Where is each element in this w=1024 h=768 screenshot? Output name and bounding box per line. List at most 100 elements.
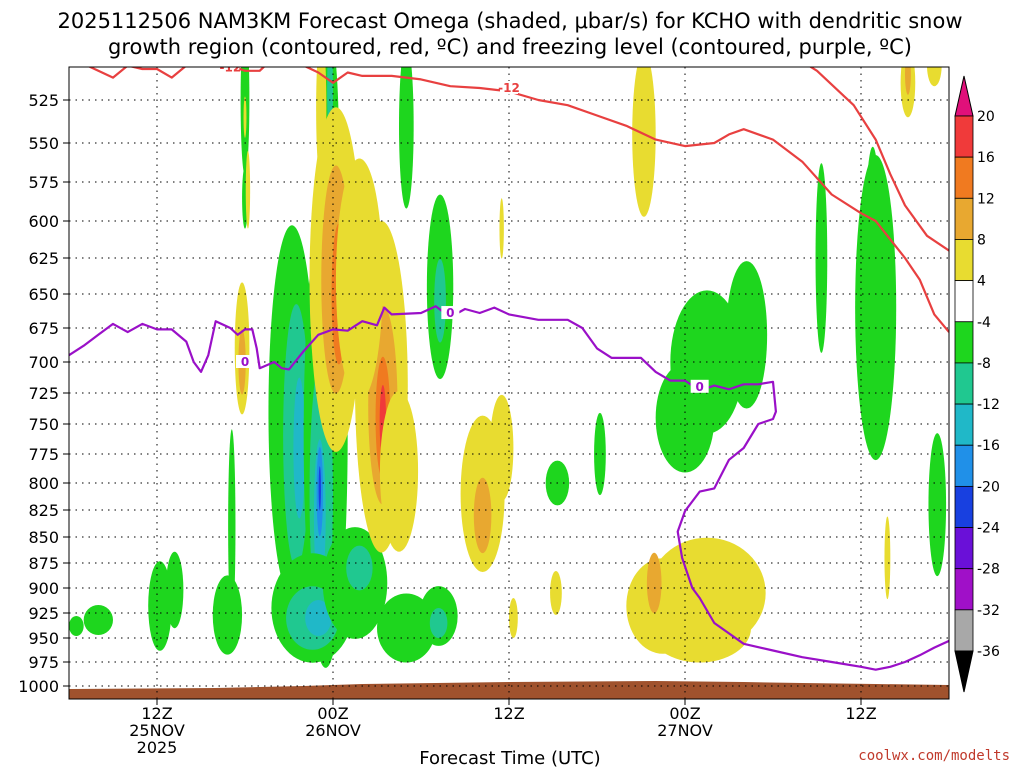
omega-blob-1 bbox=[83, 605, 114, 635]
colorbar-label-9: -20 bbox=[977, 479, 1000, 495]
y-tick-label-650: 650 bbox=[28, 285, 59, 304]
colorbar-bin-0 bbox=[954, 115, 974, 158]
omega-blob-58 bbox=[550, 571, 562, 615]
x-tick-label-6-2: 2025 bbox=[137, 738, 178, 757]
x-tick-label-42-1: 27NOV bbox=[657, 721, 713, 740]
colorbar-bottom-arrow bbox=[954, 650, 974, 693]
contour-label-bg-3 bbox=[441, 306, 460, 320]
y-tick-label-775: 775 bbox=[28, 445, 59, 464]
colorbar-label-6: -8 bbox=[977, 356, 991, 372]
omega-blob-30 bbox=[594, 412, 606, 496]
contour-label-bg-0 bbox=[221, 67, 240, 74]
y-tick-label-575: 575 bbox=[28, 173, 59, 192]
colorbar-bin-4 bbox=[954, 280, 974, 323]
y-tick-label-950: 950 bbox=[28, 629, 59, 648]
y-tick-label-850: 850 bbox=[28, 528, 59, 547]
omega-blob-33 bbox=[726, 261, 768, 409]
chart-title-line-2: growth region (contoured, red, ºC) and f… bbox=[108, 35, 912, 59]
contour-label-bg-4 bbox=[690, 379, 709, 393]
terrain bbox=[69, 681, 949, 699]
contour-label-0: -12 bbox=[219, 60, 241, 74]
contour-label-4: 0 bbox=[695, 380, 703, 394]
colorbar-bin-7 bbox=[954, 403, 974, 446]
colorbar-bin-5 bbox=[954, 321, 974, 364]
colorbar-label-8: -16 bbox=[977, 438, 1000, 454]
contour-label-1: -12 bbox=[498, 81, 520, 95]
colorbar-label-4: 4 bbox=[977, 274, 986, 290]
omega-blob-10 bbox=[293, 377, 306, 519]
contour-label-bg-2 bbox=[236, 355, 254, 368]
omega-blob-26 bbox=[399, 67, 414, 209]
colorbar-label-13: -36 bbox=[977, 644, 1000, 660]
colorbar: 20 16 12 8 4 -4 -8 -12 -16 -20 -24 -28 -32 -36 bbox=[954, 75, 1000, 693]
y-tick-label-900: 900 bbox=[28, 579, 59, 598]
colorbar-label-7: -12 bbox=[977, 397, 1000, 413]
y-tick-label-975: 975 bbox=[28, 653, 59, 672]
omega-blob-18 bbox=[305, 600, 332, 636]
colorbar-bin-1 bbox=[954, 156, 974, 199]
credit-text[interactable]: coolwx.com/modelts bbox=[858, 748, 1010, 764]
omega-blob-51 bbox=[379, 391, 419, 552]
omega-blob-63 bbox=[646, 552, 662, 614]
y-tick-label-1000: 1000 bbox=[18, 677, 59, 696]
y-axis: 525 550 575 600 625 650 675 700 725 750 775 800 825 8… bbox=[18, 91, 69, 696]
omega-blob-59 bbox=[632, 67, 656, 217]
contour-freezing-level bbox=[69, 305, 949, 671]
omega-blob-56 bbox=[499, 198, 504, 259]
y-tick-label-750: 750 bbox=[28, 415, 59, 434]
plot-area: -12 -12 0 0 0 bbox=[69, 60, 949, 699]
omega-shading bbox=[69, 67, 947, 668]
colorbar-label-0: 20 bbox=[977, 109, 995, 125]
colorbar-label-1: 16 bbox=[977, 150, 995, 166]
colorbar-label-11: -28 bbox=[977, 562, 1000, 578]
grid bbox=[69, 67, 949, 699]
omega-blob-15 bbox=[318, 466, 321, 511]
x-tick-label-42-0: 00Z bbox=[669, 704, 700, 723]
chart-title-line-1: 2025112506 NAM3KM Forecast Omega (shaded… bbox=[57, 9, 962, 33]
contour-label-bg-1 bbox=[500, 80, 518, 94]
omega-blob-3 bbox=[165, 551, 184, 629]
omega-blob-0 bbox=[69, 616, 84, 636]
omega-blob-64 bbox=[641, 67, 650, 100]
omega-blob-20 bbox=[346, 545, 373, 591]
omega-blob-54 bbox=[473, 477, 492, 554]
colorbar-bin-2 bbox=[954, 197, 974, 240]
omega-blob-37 bbox=[865, 146, 881, 325]
colorbar-bin-10 bbox=[954, 527, 974, 570]
x-tick-label-6-1: 25NOV bbox=[129, 721, 185, 740]
contour-dgz-minus12 bbox=[87, 67, 949, 333]
contour-label-2: 0 bbox=[241, 355, 249, 369]
colorbar-bin-6 bbox=[954, 362, 974, 405]
contour-label-3: 0 bbox=[446, 306, 454, 320]
x-tick-label-6-0: 12Z bbox=[141, 704, 172, 723]
omega-blob-66 bbox=[905, 67, 911, 95]
y-tick-label-700: 700 bbox=[28, 353, 59, 372]
y-tick-label-675: 675 bbox=[28, 319, 59, 338]
omega-blob-39 bbox=[243, 96, 247, 138]
omega-blob-62 bbox=[648, 593, 752, 663]
y-tick-label-550: 550 bbox=[28, 134, 59, 153]
colorbar-label-10: -24 bbox=[977, 521, 1000, 537]
colorbar-label-5: -4 bbox=[977, 315, 991, 331]
omega-blob-67 bbox=[927, 67, 942, 87]
terrain-surface bbox=[69, 681, 949, 699]
colorbar-label-2: 12 bbox=[977, 191, 995, 207]
y-tick-label-600: 600 bbox=[28, 212, 59, 231]
omega-blob-5 bbox=[228, 429, 236, 624]
x-axis-label: Forecast Time (UTC) bbox=[419, 748, 600, 768]
colorbar-bin-9 bbox=[954, 485, 974, 528]
colorbar-top-arrow bbox=[954, 75, 974, 117]
omega-blob-2 bbox=[148, 561, 172, 651]
omega-blob-23 bbox=[429, 608, 448, 638]
x-tick-label-18-1: 26NOV bbox=[305, 721, 361, 740]
omega-blob-68 bbox=[884, 516, 891, 600]
x-tick-label-54-0: 12Z bbox=[845, 704, 876, 723]
colorbar-label-12: -32 bbox=[977, 603, 1000, 619]
omega-blob-55 bbox=[489, 394, 514, 502]
contours: -12 -12 0 0 0 bbox=[69, 60, 949, 671]
colorbar-bin-12 bbox=[954, 609, 974, 652]
omega-blob-38 bbox=[245, 151, 251, 229]
y-tick-label-875: 875 bbox=[28, 554, 59, 573]
